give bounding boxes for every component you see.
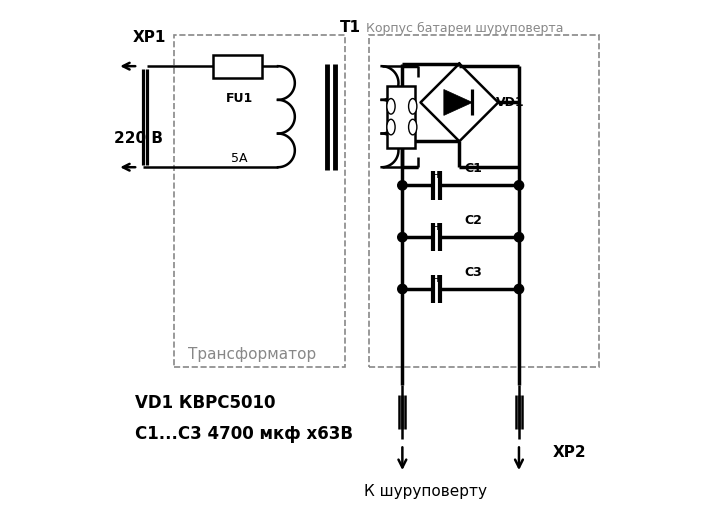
Bar bbox=[369, 35, 599, 367]
Text: C2: C2 bbox=[465, 214, 483, 227]
Text: T1: T1 bbox=[340, 20, 361, 35]
Text: FU1: FU1 bbox=[225, 92, 253, 105]
Text: 5А: 5А bbox=[231, 152, 247, 165]
Text: К шуруповерту: К шуруповерту bbox=[364, 483, 487, 499]
Circle shape bbox=[398, 284, 407, 294]
Text: VD1 КВРС5010: VD1 КВРС5010 bbox=[135, 394, 276, 412]
Text: С1...С3 4700 мкф х63В: С1...С3 4700 мкф х63В bbox=[135, 425, 353, 443]
Text: C1: C1 bbox=[465, 162, 483, 175]
Text: XP1: XP1 bbox=[133, 30, 166, 45]
Bar bbox=[387, 85, 415, 148]
Ellipse shape bbox=[387, 98, 395, 114]
Polygon shape bbox=[443, 90, 473, 115]
Circle shape bbox=[514, 232, 523, 242]
Text: C3: C3 bbox=[465, 266, 482, 279]
Text: 220 В: 220 В bbox=[113, 131, 163, 146]
Circle shape bbox=[398, 181, 407, 190]
Circle shape bbox=[398, 232, 407, 242]
Text: +: + bbox=[433, 274, 442, 284]
Text: VD1: VD1 bbox=[496, 96, 524, 109]
Bar bbox=[174, 35, 345, 367]
Ellipse shape bbox=[387, 119, 395, 135]
Text: +: + bbox=[433, 170, 442, 180]
Bar bbox=[213, 55, 262, 78]
Text: XP2: XP2 bbox=[553, 445, 586, 460]
Text: +: + bbox=[433, 222, 442, 232]
Text: Трансформатор: Трансформатор bbox=[188, 346, 316, 362]
Ellipse shape bbox=[409, 98, 417, 114]
Ellipse shape bbox=[409, 119, 417, 135]
Circle shape bbox=[514, 284, 523, 294]
Text: Корпус батареи шуруповерта: Корпус батареи шуруповерта bbox=[366, 22, 563, 35]
Circle shape bbox=[514, 181, 523, 190]
